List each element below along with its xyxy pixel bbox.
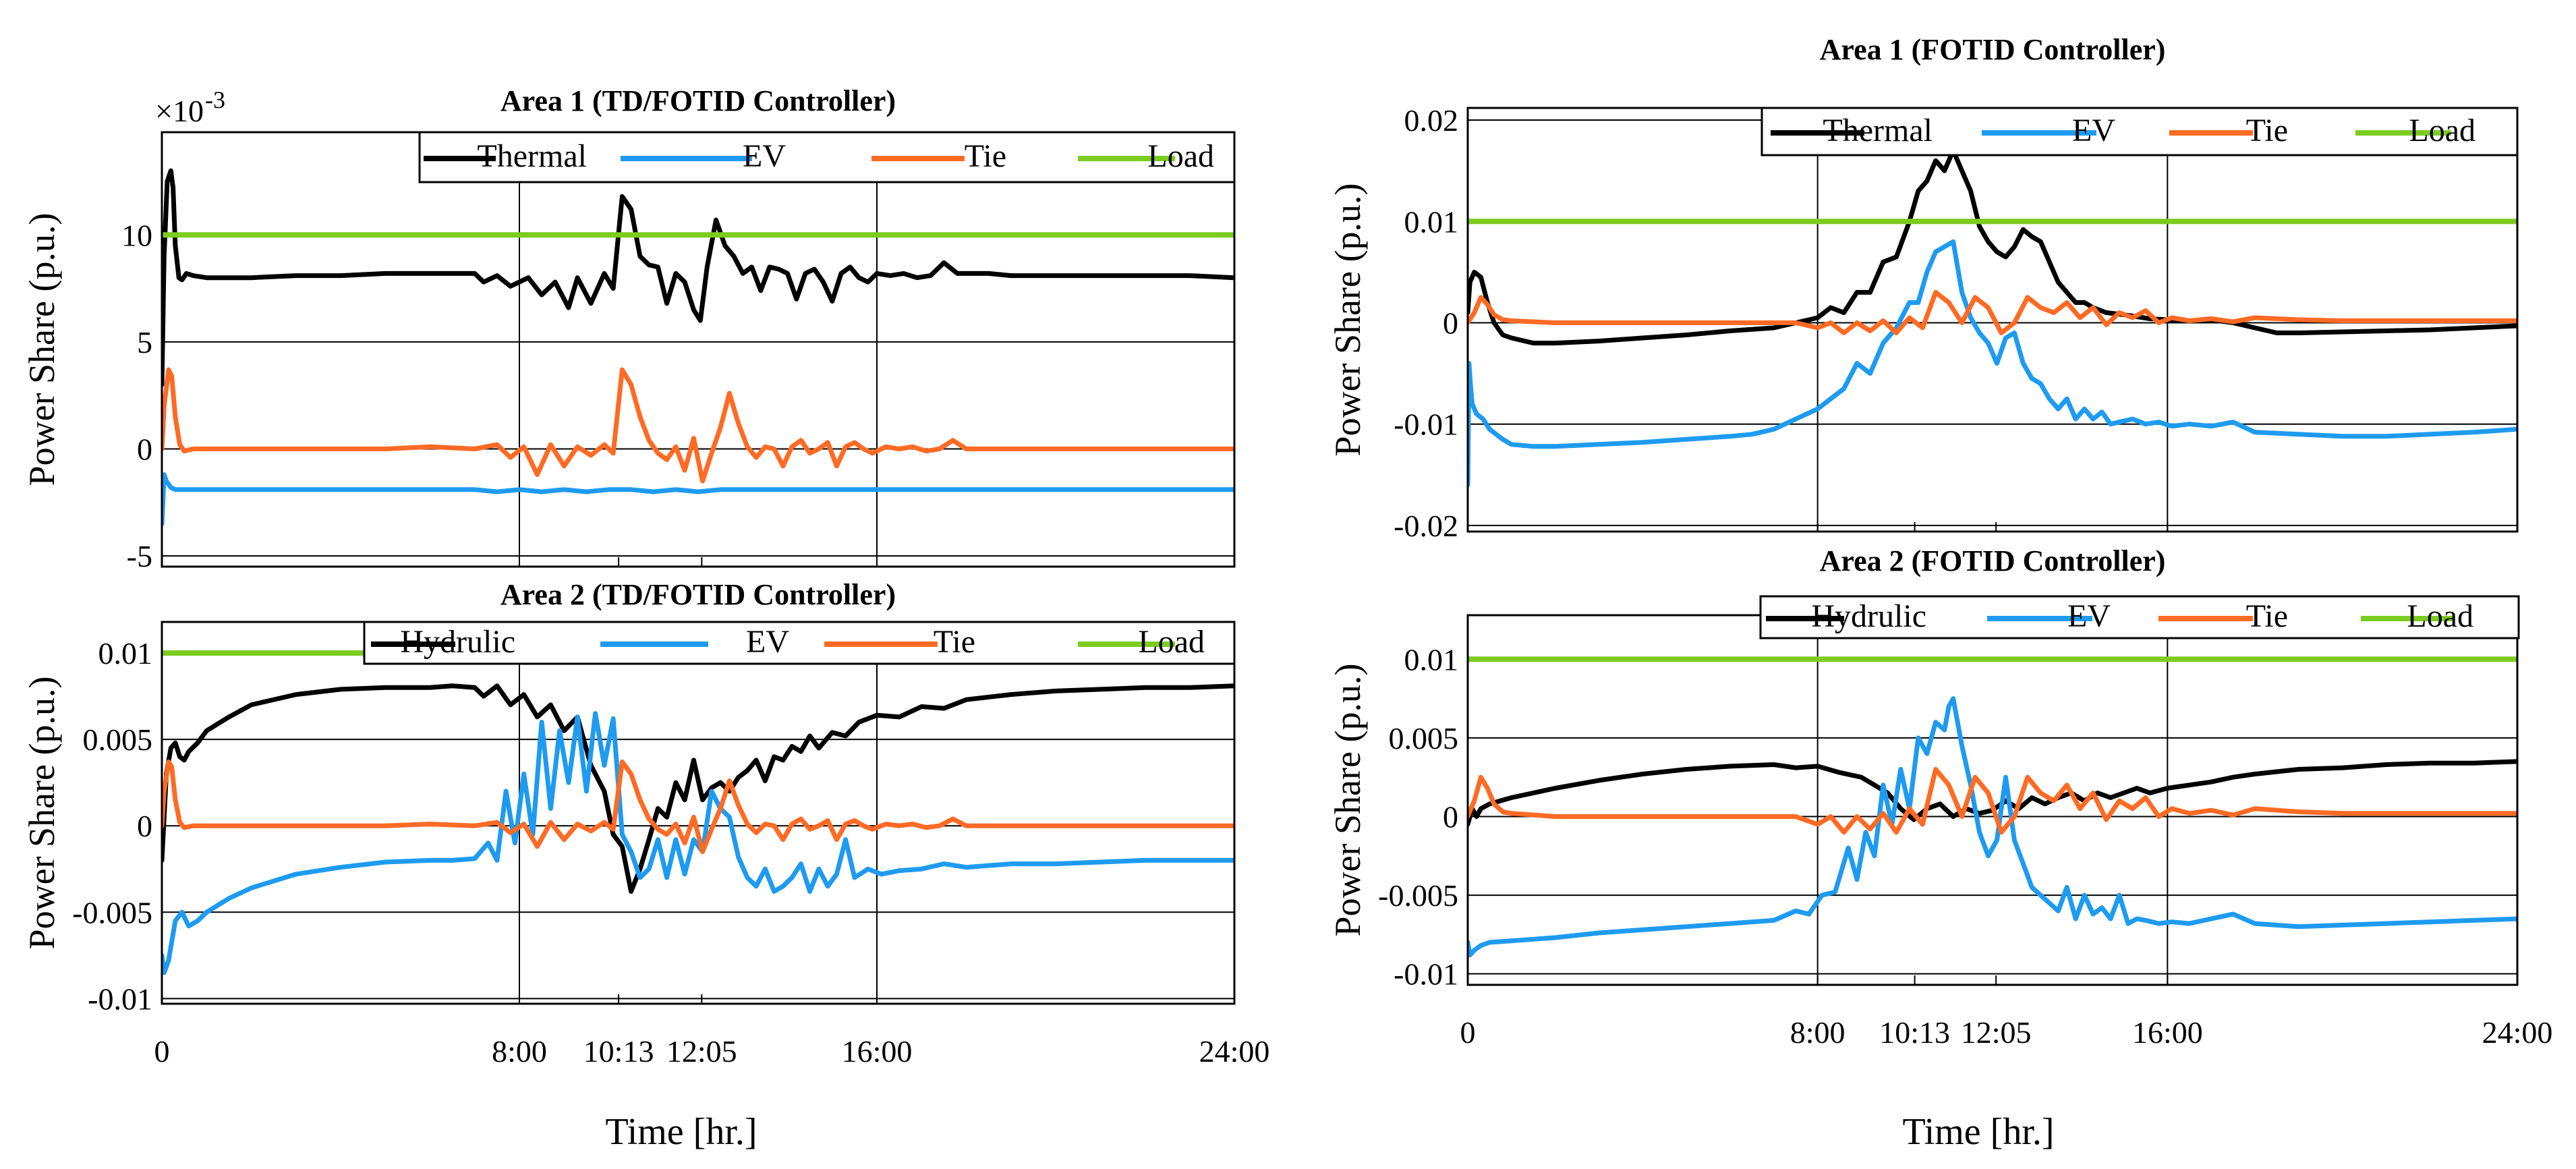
legend: Hydrulic EV Tie Load: [1759, 595, 2520, 639]
legend-box: [1759, 595, 2520, 639]
y-axis-label: Power Share (p.u.): [22, 213, 62, 486]
y-tick-label: 0.01: [1404, 642, 1459, 677]
legend-label-ev: EV: [743, 138, 786, 174]
legend-label-ev: EV: [2072, 113, 2115, 148]
series-thermal-line: [162, 168, 1234, 387]
y-tick-label: 0: [137, 432, 152, 467]
legend: Thermal EV Tie Load: [418, 131, 1236, 183]
chart-tr: -0.02 -0.01 0 0.01 0.02 Area 1 (FOTID Control…: [1327, 33, 2519, 543]
y-tick-label: -0.01: [1394, 407, 1458, 442]
y-tick-label: -0.005: [1378, 878, 1458, 913]
y-tick-label: -0.01: [88, 981, 152, 1016]
x-tick-label: 12:05: [1961, 1015, 2032, 1050]
charts-layer: -5 0 5 10 ×10 -3 Area 1 (TD/FOTID Controller) P…: [22, 33, 2552, 1068]
y-axis-label: Power Share (p.u.): [22, 677, 62, 950]
y-tick-label: -0.02: [1394, 509, 1458, 543]
chart-title: Area 2 (TD/FOTID Controller): [500, 578, 896, 611]
legend-label-load: Load: [1138, 624, 1205, 660]
y-axis-label: Power Share (p.u.): [1327, 183, 1368, 457]
y-tick-label: 0.005: [83, 722, 153, 757]
series-tie-line: [162, 759, 1234, 855]
y-tick-label: -5: [127, 539, 152, 573]
left-x-axis-label: Time [hr.]: [605, 1111, 757, 1153]
y-tick-label: 0: [137, 809, 152, 843]
y-tick-label: 10: [121, 218, 152, 252]
legend-label-hydrulic: Hydrulic: [1811, 598, 1926, 634]
y-axis-label: Power Share (p.u.): [1327, 664, 1368, 937]
legend-label-ev: EV: [2067, 598, 2111, 634]
legend-label-tie: Tie: [965, 138, 1006, 174]
x-tick-label: 8:00: [492, 1034, 547, 1068]
legend-label-load: Load: [2409, 113, 2475, 148]
chart-title: Area 1 (TD/FOTID Controller): [500, 84, 896, 117]
x-tick-label: 0: [1460, 1015, 1476, 1050]
y-tick-label: 5: [137, 325, 152, 360]
series-tie-line: [1468, 767, 2517, 835]
x-tick-label: 16:00: [842, 1034, 913, 1068]
series-ev-line: [1468, 696, 2517, 958]
legend: Thermal EV Tie Load: [1761, 107, 2519, 156]
series-tie-line: [162, 367, 1234, 484]
x-tick-label: 24:00: [2482, 1015, 2553, 1050]
y-tick-label: 0: [1443, 306, 1458, 341]
y-axis-exponent-power: -3: [205, 86, 225, 113]
legend-label-thermal: Thermal: [477, 138, 587, 174]
chart-title: Area 1 (FOTID Controller): [1820, 33, 2166, 66]
series-group: [1468, 656, 2517, 958]
y-tick-label: 0.02: [1404, 103, 1459, 138]
legend-label-load: Load: [1147, 138, 1214, 174]
right-x-axis-label: Time [hr.]: [1902, 1111, 2054, 1153]
legend: Hydrulic EV Tie Load: [363, 621, 1236, 665]
series-group: [1468, 148, 2517, 488]
x-tick-label: 12:05: [666, 1034, 737, 1068]
legend-label-hydrulic: Hydrulic: [400, 624, 515, 660]
chart-title: Area 2 (FOTID Controller): [1820, 544, 2166, 577]
y-tick-label: -0.01: [1394, 957, 1458, 992]
legend-label-load: Load: [2407, 598, 2473, 634]
series-group: [162, 168, 1234, 527]
series-ev-line: [162, 472, 1234, 527]
y-tick-label: 0.005: [1389, 721, 1459, 755]
y-tick-label: 0: [1443, 799, 1458, 834]
x-tick-label: 24:00: [1199, 1034, 1270, 1068]
legend-label-tie: Tie: [2246, 113, 2288, 148]
chart-br: -0.01 -0.005 0 0.005 0.01 0 8:00 10:13 12:05 16:0…: [1327, 544, 2552, 1050]
chart-bl: -0.01 -0.005 0 0.005 0.01 0 8:00 10:13 12:05 16:0…: [22, 578, 1269, 1068]
legend-label-ev: EV: [746, 624, 789, 660]
series-ev-line: [1468, 239, 2517, 488]
x-tick-label: 8:00: [1790, 1015, 1845, 1050]
y-tick-label: 0.01: [98, 636, 153, 671]
x-tick-label: 0: [154, 1034, 170, 1068]
legend-label-tie: Tie: [2246, 598, 2288, 634]
series-ev-line: [162, 711, 1234, 975]
x-tick-label: 10:13: [1879, 1015, 1950, 1050]
legend-label-tie: Tie: [934, 624, 975, 660]
chart-tl: -5 0 5 10 ×10 -3 Area 1 (TD/FOTID Controller) P…: [22, 84, 1236, 573]
x-tick-label: 16:00: [2132, 1015, 2203, 1050]
series-hydrulic-line: [162, 683, 1234, 894]
y-tick-label: -0.005: [72, 895, 152, 930]
y-tick-label: 0.01: [1404, 204, 1459, 239]
legend-label-thermal: Thermal: [1823, 113, 1933, 148]
y-axis-exponent: ×10: [155, 94, 204, 128]
series-tie-line: [1468, 289, 2517, 335]
series-hydrulic-line: [1468, 759, 2517, 827]
x-tick-label: 10:13: [583, 1034, 654, 1068]
